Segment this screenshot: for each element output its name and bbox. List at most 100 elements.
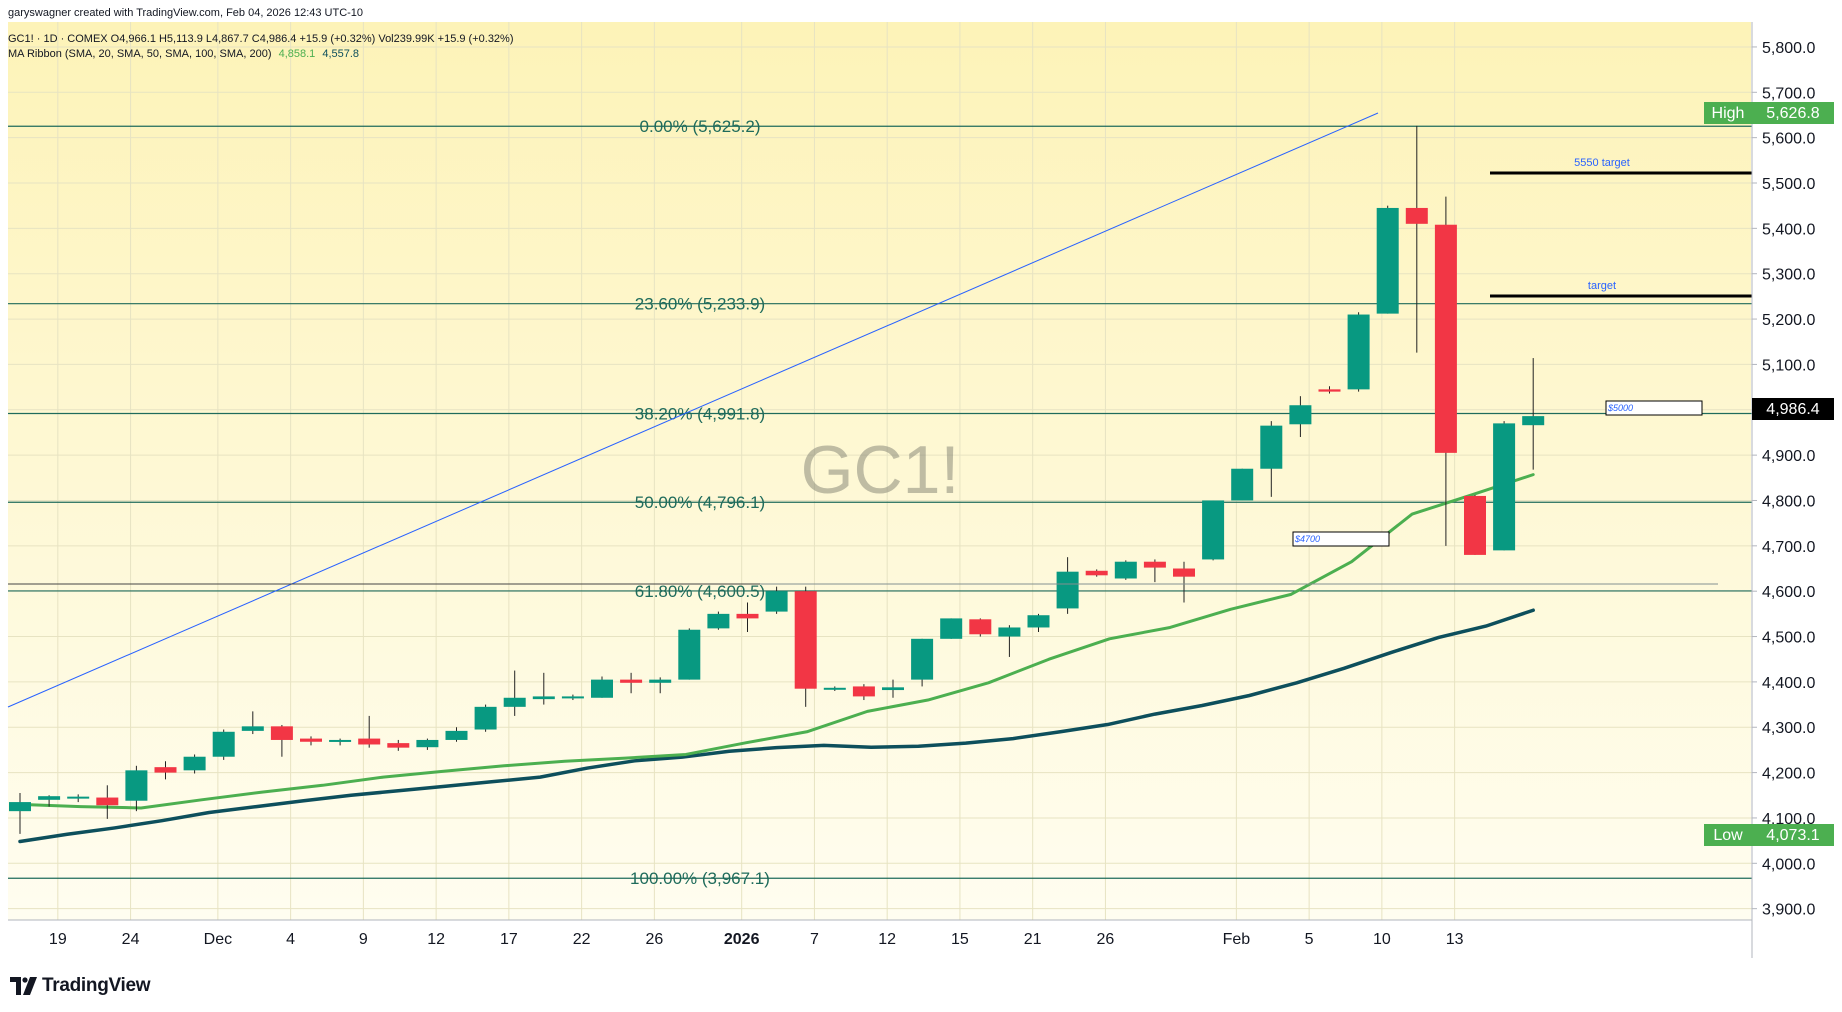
candle-body[interactable]: [300, 738, 322, 742]
candle[interactable]: [96, 785, 119, 819]
candle[interactable]: [1376, 205, 1399, 314]
candle[interactable]: [358, 715, 381, 748]
candle[interactable]: [707, 611, 730, 630]
candle-body[interactable]: [67, 796, 90, 799]
symbol-legend[interactable]: GC1! · 1D · COMEX O4,966.1 H5,113.9 L4,8…: [8, 33, 514, 45]
candle-body[interactable]: [591, 679, 613, 698]
candle[interactable]: [125, 765, 148, 812]
candle[interactable]: [1231, 468, 1254, 501]
candle-body[interactable]: [1202, 500, 1225, 560]
candle-body[interactable]: [358, 738, 381, 745]
candle-body[interactable]: [882, 687, 904, 691]
price-box-5000[interactable]: [1605, 400, 1703, 416]
candle-body[interactable]: [1318, 389, 1341, 392]
candle-body[interactable]: [649, 679, 672, 683]
candle[interactable]: [823, 686, 846, 691]
candle[interactable]: [998, 625, 1021, 657]
candlestick-series[interactable]: [9, 125, 1545, 834]
candle-body[interactable]: [998, 627, 1021, 637]
candle-body[interactable]: [1143, 561, 1166, 568]
candle[interactable]: [591, 676, 613, 698]
candle-body[interactable]: [1493, 423, 1516, 551]
candle-body[interactable]: [1376, 207, 1399, 314]
candle-body[interactable]: [183, 756, 206, 771]
candle-body[interactable]: [765, 591, 788, 612]
candle[interactable]: [1464, 495, 1486, 555]
candle-body[interactable]: [154, 767, 177, 773]
candle[interactable]: [1085, 569, 1108, 577]
candle-body[interactable]: [1464, 495, 1486, 555]
candle-body[interactable]: [241, 726, 264, 731]
trend-line[interactable]: [7, 112, 1379, 708]
candle[interactable]: [1405, 125, 1428, 353]
candle[interactable]: [940, 618, 963, 639]
candle[interactable]: [387, 739, 410, 751]
candle-body[interactable]: [794, 591, 817, 689]
chart-annotations[interactable]: 5550 target target $5000 $4700: [8, 157, 1752, 585]
candle-body[interactable]: [1347, 314, 1370, 390]
candle-body[interactable]: [96, 797, 119, 806]
candle[interactable]: [561, 694, 584, 701]
price-box-4700[interactable]: [1292, 531, 1390, 547]
candle[interactable]: [1202, 500, 1225, 561]
candle-body[interactable]: [532, 696, 555, 700]
candle-body[interactable]: [503, 697, 526, 707]
candle[interactable]: [620, 672, 643, 694]
candle-body[interactable]: [270, 726, 293, 740]
candle[interactable]: [9, 793, 31, 834]
candle[interactable]: [794, 586, 817, 707]
candle-body[interactable]: [1114, 561, 1137, 579]
candle[interactable]: [1522, 358, 1545, 470]
candle[interactable]: [736, 602, 759, 633]
candle[interactable]: [1318, 386, 1341, 394]
candle-body[interactable]: [1522, 416, 1545, 426]
candle[interactable]: [882, 679, 904, 698]
candle-body[interactable]: [1434, 224, 1457, 453]
candle-body[interactable]: [1289, 405, 1312, 425]
candle[interactable]: [649, 677, 672, 694]
candle-body[interactable]: [969, 619, 992, 635]
candle[interactable]: [183, 754, 206, 774]
ma-ribbon-legend[interactable]: MA Ribbon (SMA, 20, SMA, 50, SMA, 100, S…: [8, 48, 359, 60]
candle[interactable]: [300, 736, 322, 746]
time-axis[interactable]: 19 24 Dec 4 9 12 17 22 26 2026 7 12 15 21 26 Feb 5 10 13: [49, 931, 1464, 948]
candle-body[interactable]: [1173, 568, 1195, 577]
candle[interactable]: [1289, 396, 1312, 437]
candle[interactable]: [1260, 421, 1283, 497]
tradingview-logo[interactable]: TradingView: [10, 975, 151, 997]
candle[interactable]: [474, 704, 497, 732]
candle-body[interactable]: [474, 706, 497, 730]
candle-body[interactable]: [445, 730, 468, 740]
candle[interactable]: [1027, 613, 1050, 633]
price-axis[interactable]: 3,900.0 4,000.0 4,100.0 4,200.0 4,300.0 4,400…: [1752, 40, 1815, 919]
candle-body[interactable]: [707, 613, 730, 629]
candle[interactable]: [678, 628, 701, 680]
candle-body[interactable]: [125, 770, 148, 801]
candle[interactable]: [503, 670, 526, 716]
candle-body[interactable]: [620, 679, 643, 683]
candle[interactable]: [154, 761, 177, 780]
candle[interactable]: [270, 724, 293, 757]
candle[interactable]: [1173, 561, 1195, 603]
candle[interactable]: [1143, 559, 1166, 583]
candle[interactable]: [969, 618, 992, 637]
fibonacci-retracement[interactable]: 0.00% (5,625.2) 23.60% (5,233.9) 38.20% (4…: [8, 117, 1752, 888]
candle-body[interactable]: [1056, 571, 1079, 609]
candle-body[interactable]: [416, 739, 439, 748]
candle[interactable]: [445, 727, 468, 742]
candle[interactable]: [765, 586, 788, 614]
candle-body[interactable]: [1260, 425, 1283, 469]
candle[interactable]: [1493, 421, 1516, 551]
candle[interactable]: [329, 738, 352, 746]
candle-body[interactable]: [1027, 615, 1050, 628]
candle-body[interactable]: [212, 731, 235, 757]
candle[interactable]: [1434, 196, 1457, 546]
candle-body[interactable]: [940, 618, 963, 639]
candle-body[interactable]: [1085, 570, 1108, 576]
candle-body[interactable]: [561, 696, 584, 699]
candle[interactable]: [532, 672, 555, 705]
candle[interactable]: [38, 795, 61, 807]
candle[interactable]: [911, 638, 934, 687]
candle[interactable]: [241, 711, 264, 735]
